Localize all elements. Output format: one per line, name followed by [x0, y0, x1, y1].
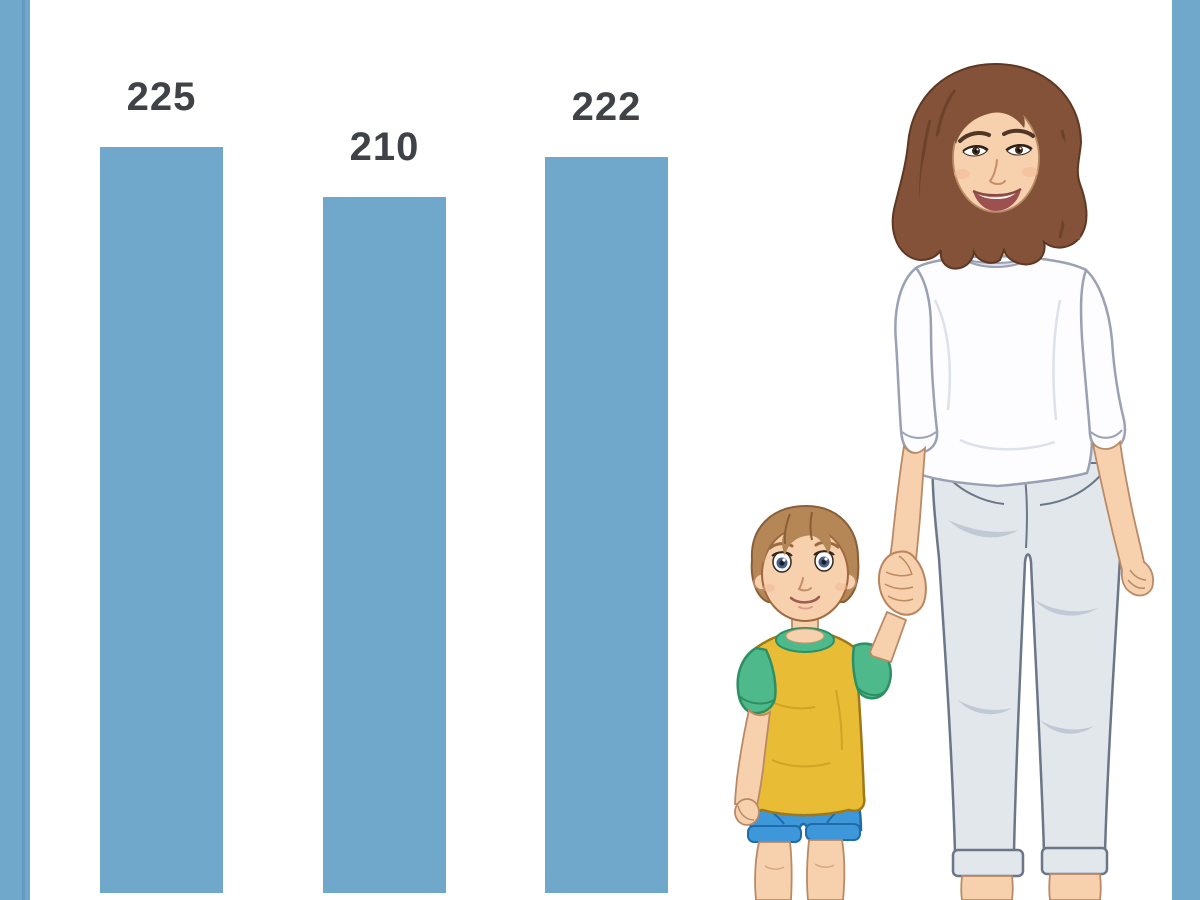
blush	[1022, 167, 1038, 177]
child-mouth	[789, 595, 821, 604]
child-eyes	[771, 550, 835, 573]
bar-group: 225	[100, 77, 223, 893]
woman-smile	[972, 187, 1022, 211]
bar-group: 222	[545, 87, 668, 893]
child-arms	[734, 610, 908, 826]
nose	[989, 159, 1006, 185]
child-legs	[754, 839, 846, 900]
blush	[954, 169, 970, 179]
woman-face	[952, 103, 1040, 213]
woman-arms	[886, 439, 1155, 597]
eyebrows	[958, 128, 1035, 143]
mother-and-child-illustration	[734, 62, 1155, 900]
left-accent-strip	[0, 0, 30, 900]
value-bar	[545, 157, 668, 893]
child-nose	[797, 577, 812, 592]
child-fist	[734, 798, 760, 826]
woman-shirt	[894, 252, 1127, 488]
value-bar	[100, 147, 223, 893]
child-figure	[734, 504, 908, 900]
woman-figure	[886, 62, 1155, 900]
right-accent-strip	[1172, 0, 1200, 900]
woman-hair-front	[916, 80, 1081, 242]
bar-value-label: 225	[126, 75, 197, 119]
bar-group: 210	[323, 127, 446, 893]
woman-eyes	[962, 144, 1033, 157]
woman-feet	[960, 873, 1102, 900]
value-bar	[323, 197, 446, 893]
holding-hands	[877, 550, 927, 616]
bar-value-label: 210	[349, 125, 420, 169]
bar-value-label: 222	[571, 85, 642, 129]
child-face	[761, 526, 849, 622]
child-fringe	[762, 508, 849, 564]
woman-jeans	[931, 444, 1123, 878]
